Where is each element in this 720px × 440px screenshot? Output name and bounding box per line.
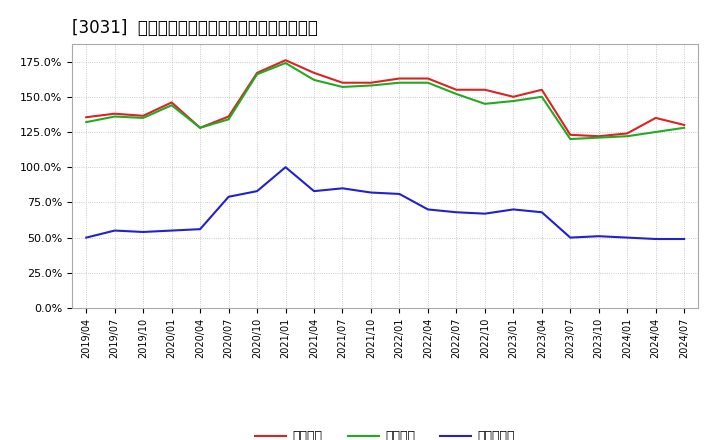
Legend: 流動比率, 当座比率, 現預金比率: 流動比率, 当座比率, 現預金比率 bbox=[251, 425, 521, 440]
流動比率 bbox=[423, 76, 432, 81]
Text: [3031]  流動比率、当座比率、現預金比率の推移: [3031] 流動比率、当座比率、現預金比率の推移 bbox=[72, 19, 318, 37]
流動比率 bbox=[509, 94, 518, 99]
現預金比率 bbox=[139, 229, 148, 235]
現預金比率 bbox=[110, 228, 119, 233]
流動比率 bbox=[652, 115, 660, 121]
流動比率 bbox=[452, 87, 461, 92]
現預金比率 bbox=[652, 236, 660, 242]
流動比率 bbox=[395, 76, 404, 81]
現預金比率 bbox=[480, 211, 489, 216]
流動比率 bbox=[139, 113, 148, 118]
当座比率 bbox=[623, 134, 631, 139]
流動比率 bbox=[282, 58, 290, 63]
当座比率 bbox=[167, 103, 176, 108]
流動比率 bbox=[595, 134, 603, 139]
流動比率 bbox=[680, 122, 688, 128]
現預金比率 bbox=[680, 236, 688, 242]
現預金比率 bbox=[338, 186, 347, 191]
当座比率 bbox=[310, 77, 318, 83]
当座比率 bbox=[537, 94, 546, 99]
現預金比率 bbox=[366, 190, 375, 195]
当座比率 bbox=[566, 136, 575, 142]
流動比率 bbox=[366, 80, 375, 85]
当座比率 bbox=[480, 101, 489, 106]
当座比率 bbox=[423, 80, 432, 85]
当座比率 bbox=[82, 120, 91, 125]
流動比率 bbox=[196, 125, 204, 130]
当座比率 bbox=[680, 125, 688, 130]
流動比率 bbox=[225, 114, 233, 119]
Line: 現預金比率: 現預金比率 bbox=[86, 167, 684, 239]
現預金比率 bbox=[282, 165, 290, 170]
流動比率 bbox=[623, 131, 631, 136]
現預金比率 bbox=[423, 207, 432, 212]
流動比率 bbox=[480, 87, 489, 92]
現預金比率 bbox=[395, 191, 404, 197]
現預金比率 bbox=[452, 209, 461, 215]
当座比率 bbox=[110, 114, 119, 119]
流動比率 bbox=[253, 70, 261, 76]
現預金比率 bbox=[167, 228, 176, 233]
流動比率 bbox=[167, 100, 176, 105]
現預金比率 bbox=[225, 194, 233, 199]
現預金比率 bbox=[253, 188, 261, 194]
流動比率 bbox=[82, 114, 91, 120]
現預金比率 bbox=[196, 227, 204, 232]
当座比率 bbox=[338, 84, 347, 90]
当座比率 bbox=[509, 99, 518, 104]
流動比率 bbox=[566, 132, 575, 137]
当座比率 bbox=[595, 135, 603, 140]
現預金比率 bbox=[537, 209, 546, 215]
当座比率 bbox=[652, 129, 660, 135]
当座比率 bbox=[366, 83, 375, 88]
現預金比率 bbox=[623, 235, 631, 240]
現預金比率 bbox=[509, 207, 518, 212]
流動比率 bbox=[310, 70, 318, 76]
当座比率 bbox=[395, 80, 404, 85]
当座比率 bbox=[253, 72, 261, 77]
Line: 当座比率: 当座比率 bbox=[86, 63, 684, 139]
流動比率 bbox=[338, 80, 347, 85]
当座比率 bbox=[282, 60, 290, 66]
Line: 流動比率: 流動比率 bbox=[86, 60, 684, 136]
当座比率 bbox=[452, 92, 461, 97]
当座比率 bbox=[196, 125, 204, 130]
当座比率 bbox=[139, 115, 148, 121]
当座比率 bbox=[225, 117, 233, 122]
流動比率 bbox=[537, 87, 546, 92]
流動比率 bbox=[110, 111, 119, 116]
現預金比率 bbox=[566, 235, 575, 240]
現預金比率 bbox=[82, 235, 91, 240]
現預金比率 bbox=[595, 234, 603, 239]
現預金比率 bbox=[310, 188, 318, 194]
